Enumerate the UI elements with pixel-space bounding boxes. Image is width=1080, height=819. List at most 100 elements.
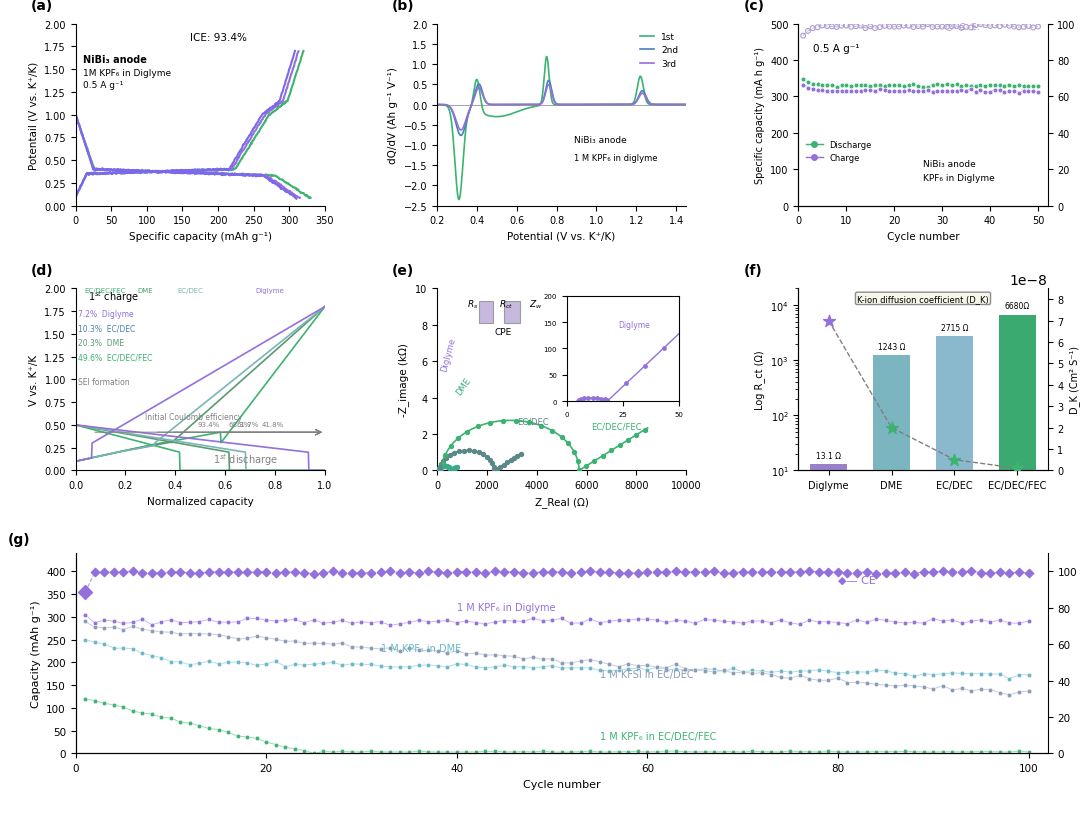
Point (1000, 79, 1017, 92)
Point (476, 662, 494, 675)
Point (486, 464, 503, 477)
Point (962, 685, 980, 698)
Point (972, 683, 989, 696)
Point (495, 414, 512, 428)
Point (553, 566, 570, 579)
Point (687, 663, 704, 676)
Point (172, 655, 189, 668)
Point (448, 460, 465, 473)
Point (570, 464, 588, 477)
Point (829, 745, 847, 758)
Point (743, 615, 760, 628)
Point (866, 85, 883, 98)
Point (810, 745, 827, 758)
Point (820, 745, 837, 758)
Point (1020, 685, 1037, 698)
Point (447, 461, 464, 474)
Text: 41.8%: 41.8% (261, 421, 284, 428)
Point (610, 567, 627, 580)
Point (772, 613, 789, 627)
Point (465, 445, 483, 458)
Point (450, 446, 468, 459)
Point (144, 618, 161, 631)
Point (667, 658, 685, 671)
Point (419, 658, 436, 672)
Point (448, 745, 465, 758)
Point (239, 612, 256, 625)
Point (1001, 617, 1018, 630)
Point (982, 20, 999, 34)
Point (429, 615, 446, 628)
Point (446, 462, 463, 475)
Point (144, 708, 161, 721)
1st (456, 163, 469, 173)
Point (239, 731, 256, 744)
Text: KPF₆ in Diglyme: KPF₆ in Diglyme (923, 174, 995, 183)
Point (267, 633, 284, 646)
Point (792, 665, 809, 678)
Point (581, 654, 598, 667)
Point (343, 617, 361, 630)
Point (982, 683, 999, 696)
Point (1011, 744, 1028, 758)
Point (381, 660, 399, 673)
Point (124, 616, 141, 629)
Point (276, 635, 294, 648)
Point (1029, 80, 1047, 93)
Text: 1 M KPF₆ in EC/DEC/FEC: 1 M KPF₆ in EC/DEC/FEC (599, 731, 716, 741)
Point (515, 566, 532, 579)
Point (505, 452, 523, 465)
Text: 0.5 A g⁻¹: 0.5 A g⁻¹ (83, 81, 123, 90)
Point (468, 647, 485, 660)
Point (876, 84, 893, 97)
Text: 1 M KPF₆ in diglyme: 1 M KPF₆ in diglyme (575, 154, 658, 163)
Point (887, 567, 904, 580)
Legend: 1st, 2nd, 3rd: 1st, 2nd, 3rd (636, 29, 681, 72)
Point (430, 464, 447, 477)
Point (823, 79, 840, 93)
Point (172, 565, 189, 578)
Point (705, 666, 723, 679)
Point (1010, 79, 1027, 93)
Point (705, 565, 723, 578)
Point (1011, 668, 1028, 681)
Point (363, 567, 380, 580)
Text: (b): (b) (392, 0, 415, 13)
Point (610, 613, 627, 627)
Point (191, 615, 208, 628)
Point (962, 80, 980, 93)
Point (900, 20, 917, 34)
Point (944, 684, 961, 697)
Point (431, 464, 448, 477)
Point (162, 655, 179, 668)
Point (286, 658, 303, 671)
Point (772, 671, 789, 684)
Point (162, 613, 179, 627)
Point (563, 662, 580, 675)
Point (905, 670, 922, 683)
Point (296, 566, 313, 579)
Point (896, 617, 914, 630)
Point (996, 87, 1013, 100)
3rd (630, 97, 643, 107)
3rd (431, 101, 444, 111)
Point (86, 636, 104, 649)
Point (334, 658, 351, 672)
Point (485, 460, 502, 473)
Point (800, 672, 818, 686)
Text: $Z_w$: $Z_w$ (529, 298, 543, 310)
Point (800, 745, 818, 758)
Point (114, 566, 132, 579)
Point (324, 656, 341, 669)
1st (541, 54, 554, 64)
Text: $R_{ct}$: $R_{ct}$ (499, 298, 514, 310)
Point (991, 686, 1009, 699)
Point (800, 664, 818, 677)
Point (948, 20, 966, 34)
Point (967, 20, 984, 33)
Point (762, 745, 780, 758)
Point (839, 567, 856, 580)
Point (1005, 80, 1023, 93)
Point (134, 622, 151, 636)
Point (820, 665, 837, 678)
